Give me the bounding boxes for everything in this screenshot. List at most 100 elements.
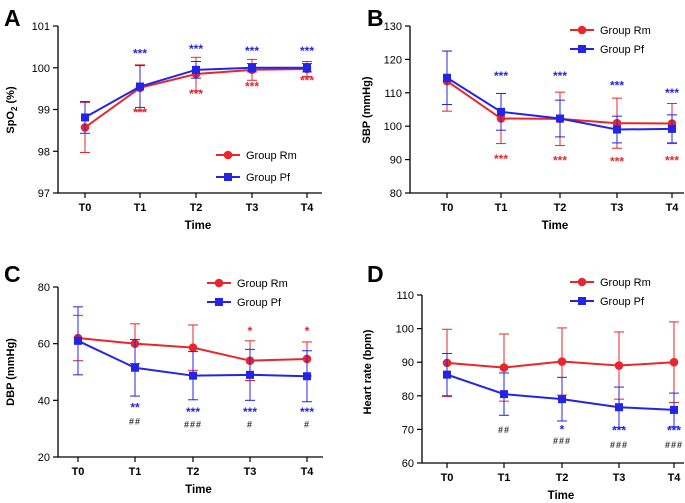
data-point-circle xyxy=(614,361,624,370)
chart-panel-a: A 97 98 99 100 101 T0 T1 T2 T3 T4 Time SpO2 (%) *** **… xyxy=(4,5,322,232)
y-tick-label: 97 xyxy=(38,188,50,200)
significance-star: *** xyxy=(612,423,626,437)
data-point-square xyxy=(615,403,623,412)
x-tick-label: T2 xyxy=(556,472,569,484)
chart-panel-b: B 80 90 100 110 120 130 T0 T1 T2 T3 T4 Time SBP (mmHg… xyxy=(361,5,684,232)
data-point-square xyxy=(131,363,139,372)
significance-star: ** xyxy=(130,401,140,415)
significance-star: * xyxy=(305,324,310,338)
significance-hash: ## xyxy=(498,425,510,435)
y-tick-label: 90 xyxy=(402,357,414,369)
y-tick-label: 120 xyxy=(384,54,402,66)
data-point-circle xyxy=(669,357,679,367)
y-tick-label: 100 xyxy=(384,121,402,133)
panel-letter: D xyxy=(367,261,384,287)
x-tick-label: T2 xyxy=(187,466,200,478)
significance-star: *** xyxy=(186,405,200,419)
series-line xyxy=(446,373,675,411)
significance-star: *** xyxy=(133,46,147,60)
significance-hash: ### xyxy=(610,440,628,450)
x-tick-label: T0 xyxy=(72,466,85,478)
y-tick-label: 80 xyxy=(390,188,402,200)
significance-star: *** xyxy=(189,42,203,56)
legend-marker-rm xyxy=(214,278,224,288)
x-tick-label: T1 xyxy=(129,466,142,478)
legend-label-pf: Group Pf xyxy=(246,172,291,184)
data-point-square xyxy=(670,405,678,414)
y-tick-label: 100 xyxy=(32,63,50,75)
significance-star: * xyxy=(248,324,253,338)
x-axis-label: Time xyxy=(542,220,569,232)
data-point-square xyxy=(558,395,566,404)
significance-hash: ## xyxy=(129,416,141,426)
panel-letter: B xyxy=(367,5,384,31)
series-pf xyxy=(80,60,312,134)
y-tick-label: 60 xyxy=(38,339,50,351)
legend-marker-pf xyxy=(578,297,586,305)
x-tick-label: T1 xyxy=(498,472,511,484)
y-tick-label: 40 xyxy=(38,395,50,407)
significance-star: *** xyxy=(494,152,508,166)
x-tick-label: T3 xyxy=(613,472,626,484)
data-point-circle xyxy=(499,363,509,372)
data-point-square xyxy=(246,370,254,379)
x-tick-label: T4 xyxy=(666,202,680,214)
y-tick-label: 90 xyxy=(390,155,402,167)
y-tick-label: 130 xyxy=(384,21,402,33)
y-tick-label: 100 xyxy=(396,324,414,336)
y-axis-label: SpO2 (%) xyxy=(5,86,19,134)
legend-label-rm: Group Rm xyxy=(600,277,651,289)
y-tick-label: 98 xyxy=(38,146,50,158)
y-tick-label: 70 xyxy=(402,424,414,436)
y-tick-label: 80 xyxy=(402,391,414,403)
series-pf xyxy=(442,50,677,144)
data-point-square xyxy=(192,65,200,74)
y-tick-label: 20 xyxy=(38,452,50,464)
x-tick-label: T2 xyxy=(190,202,203,214)
legend-marker-rm xyxy=(577,25,587,35)
significance-star: *** xyxy=(667,423,681,437)
y-tick-label: 101 xyxy=(32,21,50,33)
y-tick-label: 99 xyxy=(38,105,50,117)
legend: Group Rm Group Pf xyxy=(570,277,651,308)
significance-star: *** xyxy=(245,44,259,58)
legend-marker-pf xyxy=(224,173,232,181)
data-point-square xyxy=(303,63,311,72)
significance-hash: # xyxy=(304,419,310,429)
chart-panel-d: D 60 70 80 90 100 110 T0 T1 T2 T3 T4 Time Heart rate … xyxy=(362,261,684,502)
significance-star: *** xyxy=(553,154,567,168)
legend: Group Rm Group Pf xyxy=(570,25,651,56)
significance-star: *** xyxy=(610,155,624,169)
data-point-square xyxy=(74,336,82,345)
x-axis-label: Time xyxy=(185,484,212,496)
data-point-square xyxy=(303,372,311,381)
x-tick-label: T0 xyxy=(441,202,454,214)
y-axis-label-main: SpO xyxy=(5,111,17,134)
significance-hash: # xyxy=(247,419,253,429)
legend: Group Rm Group Pf xyxy=(216,150,297,184)
legend-marker-rm xyxy=(577,277,587,287)
significance-star: *** xyxy=(300,405,314,419)
y-tick-label: 60 xyxy=(402,458,414,470)
y-tick-label: 110 xyxy=(384,88,402,100)
x-tick-label: T3 xyxy=(246,202,259,214)
significance-star: *** xyxy=(494,69,508,83)
legend-label-rm: Group Rm xyxy=(600,25,651,37)
data-point-square xyxy=(500,390,508,399)
significance-star: *** xyxy=(665,154,679,168)
panel-letter: C xyxy=(4,261,21,287)
x-tick-label: T3 xyxy=(611,202,624,214)
legend: Group Rm Group Pf xyxy=(207,278,288,309)
legend-marker-pf xyxy=(578,45,586,53)
data-point-square xyxy=(136,82,144,91)
significance-star: *** xyxy=(300,73,314,87)
data-point-square xyxy=(613,125,621,134)
x-tick-label: T3 xyxy=(244,466,257,478)
significance-star: *** xyxy=(553,69,567,83)
legend-label-pf: Group Pf xyxy=(600,296,645,308)
y-axis-label: Heart rate (bpm) xyxy=(362,329,374,414)
panel-letter: A xyxy=(4,5,21,31)
y-axis-label-subscript: 2 xyxy=(10,106,19,111)
significance-star: *** xyxy=(610,78,624,92)
